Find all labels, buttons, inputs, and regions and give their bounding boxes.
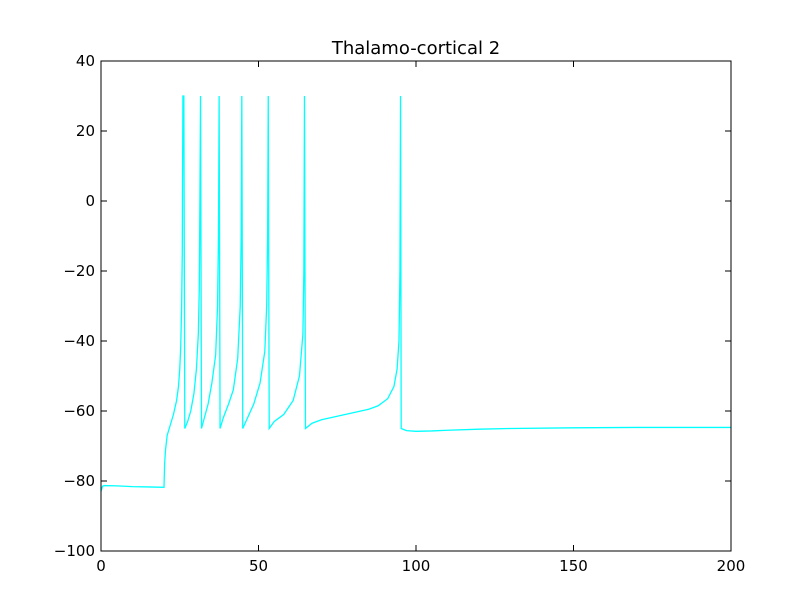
plot-frame bbox=[100, 60, 732, 552]
y-tick-label: −100 bbox=[54, 542, 95, 560]
series-layer bbox=[100, 95, 731, 492]
x-tick-label: 50 bbox=[249, 557, 268, 575]
y-tick-label: 40 bbox=[76, 52, 95, 70]
x-tick-label: 100 bbox=[402, 557, 431, 575]
series-line-0 bbox=[100, 95, 731, 492]
y-axis-ticks: −100 −80 −60 −40 −20 0 20 40 bbox=[54, 52, 731, 560]
y-tick-label: −80 bbox=[63, 472, 95, 490]
y-tick-label: 20 bbox=[76, 122, 95, 140]
x-tick-label: 0 bbox=[96, 557, 106, 575]
x-axis-ticks: 0 50 100 150 200 bbox=[96, 61, 745, 575]
plot-area bbox=[101, 61, 731, 551]
chart-title: Thalamo-cortical 2 bbox=[331, 38, 500, 59]
y-tick-label: −20 bbox=[63, 262, 95, 280]
y-tick-label: 0 bbox=[85, 192, 95, 210]
y-tick-label: −40 bbox=[63, 332, 95, 350]
y-tick-label: −60 bbox=[63, 402, 95, 420]
x-tick-label: 200 bbox=[717, 557, 746, 575]
x-tick-label: 150 bbox=[559, 557, 588, 575]
